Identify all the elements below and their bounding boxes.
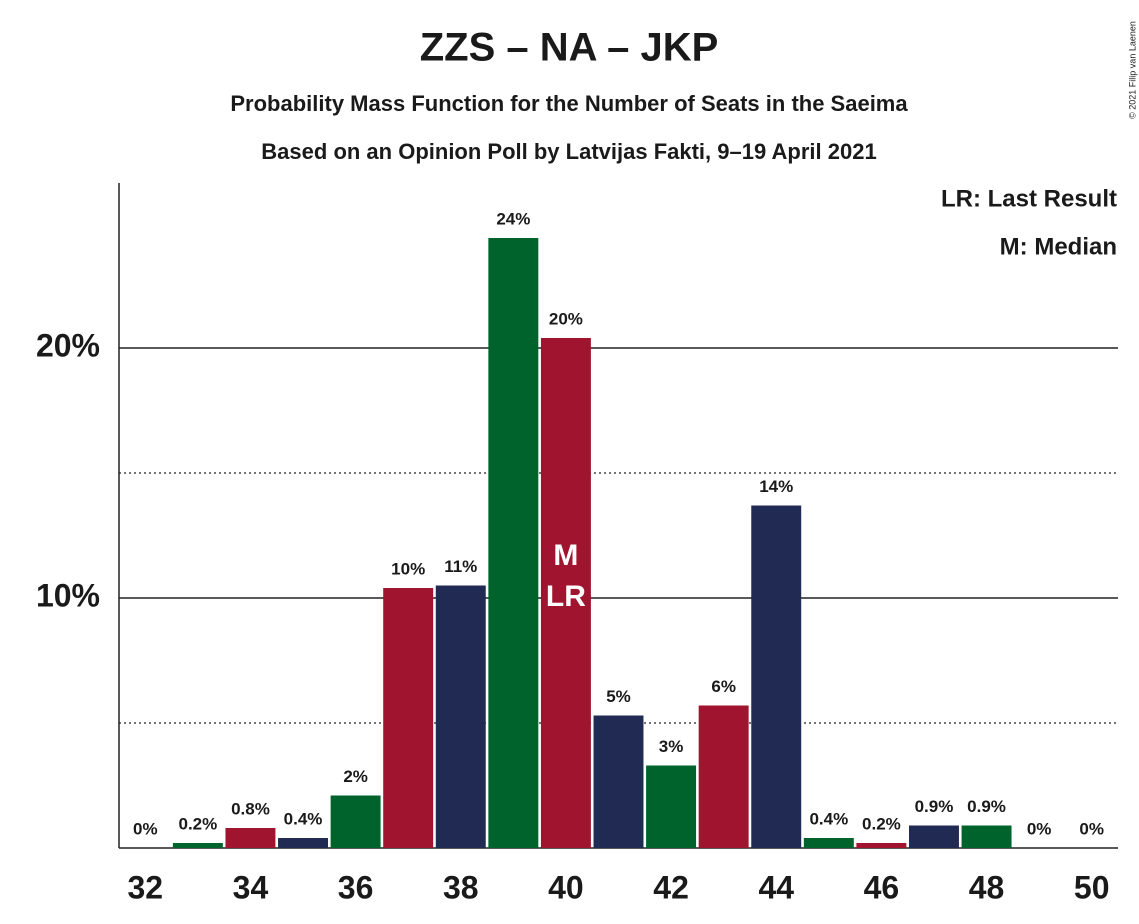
x-tick-label: 38	[443, 869, 479, 905]
x-tick-label: 46	[864, 869, 900, 905]
y-tick-label: 10%	[36, 577, 100, 613]
bar	[488, 238, 539, 848]
value-label: 0.4%	[809, 809, 848, 828]
value-label: 20%	[549, 309, 583, 328]
value-label: 10%	[391, 559, 425, 578]
bar	[803, 838, 854, 848]
legend-entry: M: Median	[1000, 233, 1117, 260]
chart-subtitle: Probability Mass Function for the Number…	[230, 91, 908, 116]
x-tick-label: 42	[653, 869, 689, 905]
value-label: 0.9%	[967, 797, 1006, 816]
bar	[698, 705, 749, 848]
bar	[593, 715, 644, 848]
value-label: 0.4%	[284, 809, 323, 828]
chart-title: ZZS – NA – JKP	[420, 26, 719, 70]
bar	[278, 838, 329, 848]
chart-subtitle: Based on an Opinion Poll by Latvijas Fak…	[261, 139, 876, 164]
x-tick-label: 48	[969, 869, 1005, 905]
value-label: 0%	[1027, 819, 1052, 838]
value-label: 0.8%	[231, 799, 270, 818]
bar	[961, 825, 1012, 848]
bar	[751, 505, 802, 848]
x-tick-label: 32	[127, 869, 163, 905]
bar	[646, 765, 697, 848]
value-label: 0.2%	[862, 814, 901, 833]
value-label: 0%	[133, 819, 158, 838]
copyright: © 2021 Filip van Laenen	[1127, 21, 1137, 119]
bar	[225, 828, 276, 848]
value-label: 24%	[496, 209, 530, 228]
value-label: 0%	[1079, 819, 1104, 838]
bar	[540, 338, 591, 848]
x-tick-label: 40	[548, 869, 584, 905]
value-label: 11%	[444, 557, 477, 576]
bar	[383, 588, 434, 848]
bar	[856, 843, 907, 848]
value-label: 2%	[343, 767, 368, 786]
bar	[908, 825, 959, 848]
x-tick-label: 44	[758, 869, 794, 905]
x-tick-label: 36	[338, 869, 374, 905]
x-tick-label: 50	[1074, 869, 1110, 905]
marker-label: M	[553, 539, 578, 572]
value-label: 5%	[606, 687, 631, 706]
value-label: 3%	[659, 737, 684, 756]
value-label: 0.2%	[178, 814, 217, 833]
x-tick-label: 34	[233, 869, 269, 905]
bar	[172, 843, 223, 848]
value-label: 6%	[711, 677, 736, 696]
bar	[330, 795, 381, 848]
marker-label: LR	[546, 580, 586, 613]
y-tick-label: 20%	[36, 327, 100, 363]
legend-entry: LR: Last Result	[941, 185, 1117, 212]
bar	[435, 585, 486, 848]
value-label: 14%	[759, 477, 793, 496]
value-label: 0.9%	[915, 797, 954, 816]
